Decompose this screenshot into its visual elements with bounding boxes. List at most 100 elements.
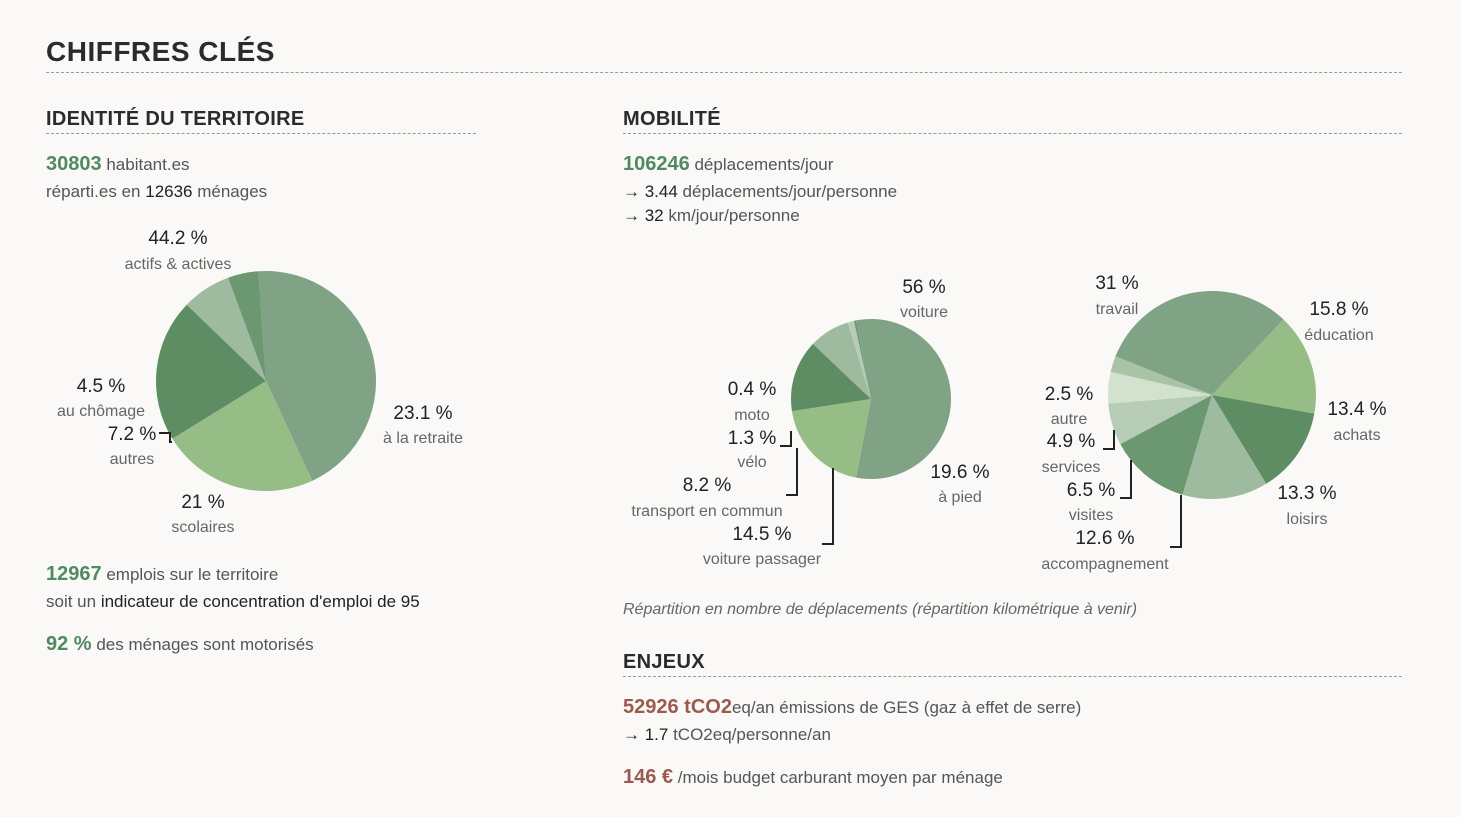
slice-pct-loisirs: 13.3 % — [1277, 483, 1336, 504]
emissions-pp-value: → 1.7 — [623, 725, 669, 744]
concentration-prefix: soit un — [46, 592, 101, 611]
slice-label-autres: autres — [110, 451, 154, 468]
slice-pct-visites: 6.5 % — [1067, 480, 1116, 501]
trips-value: 106246 — [623, 153, 690, 175]
slice-label-education: éducation — [1304, 327, 1373, 344]
pie-modes: 56 % voiture 19.6 % à pied 14.5 % voiture pas… — [631, 277, 989, 568]
slice-pct-education: 15.8 % — [1309, 299, 1368, 320]
slice-pct-achats: 13.4 % — [1327, 399, 1386, 420]
leader-line-velo — [780, 431, 792, 447]
motorised-value: 92 % — [46, 633, 92, 655]
fuel-label: /mois budget carburant moyen par ménage — [673, 768, 1003, 787]
pie-slice-education — [1212, 319, 1316, 414]
slice-pct-actifs-actives: 44.2 % — [148, 228, 207, 249]
slice-label-visites: visites — [1069, 507, 1113, 524]
trips-label: déplacements/jour — [689, 155, 834, 174]
pie-slice-achats — [1212, 395, 1315, 484]
emissions-pp-line: → 1.7 tCO2eq/personne/an — [623, 725, 831, 745]
slice-pct-au-chomage: 4.5 % — [77, 376, 126, 397]
slice-label-a-la-retraite: à la retraite — [383, 430, 463, 447]
slice-label-loisirs: loisirs — [1287, 511, 1328, 528]
motorised-label: des ménages sont motorisés — [91, 635, 314, 654]
jobs-line: 12967 emplois sur le territoire — [46, 563, 278, 586]
emissions-value: 52926 tCO2 — [623, 696, 732, 718]
fuel-line: 146 € /mois budget carburant moyen par m… — [623, 766, 1003, 789]
emissions-pp-label: tCO2eq/personne/an — [668, 725, 831, 744]
households-value: 12636 — [145, 182, 193, 201]
km-label: km/jour/personne — [663, 206, 800, 225]
leader-line-accompagnement — [1170, 495, 1182, 548]
slice-pct-transport-en-commun: 8.2 % — [683, 475, 732, 496]
pie-slice-loisirs — [1182, 395, 1267, 499]
pie-slice-a-la-retraite — [172, 381, 313, 491]
pie-slice-autres — [186, 277, 266, 381]
slice-pct-services: 4.9 % — [1047, 431, 1096, 452]
pie-slice-au-chomage — [228, 271, 266, 381]
slice-label-transport-en-commun: transport en commun — [631, 503, 782, 520]
leader-line-voiture-passager — [822, 468, 834, 545]
pie-slice-a-pied — [791, 399, 871, 478]
mobilite-caption: Répartition en nombre de déplacements (r… — [623, 601, 1138, 618]
slice-label-achats: achats — [1333, 427, 1380, 444]
slice-pct-voiture: 56 % — [902, 277, 945, 298]
pie-slice-autre — [1110, 356, 1212, 395]
identite-heading: IDENTITÉ DU TERRITOIRE — [46, 108, 476, 134]
population-label: habitant.es — [101, 155, 190, 174]
concentration-label: indicateur de concentration d'emploi de … — [100, 592, 420, 611]
pie-population: 44.2 % actifs & actives 23.1 % à la retrait… — [57, 228, 463, 536]
slice-pct-accompagnement: 12.6 % — [1075, 528, 1134, 549]
slice-label-travail: travail — [1096, 301, 1139, 318]
households-prefix: réparti.es en — [46, 182, 146, 201]
leader-line-transport-en-commun — [786, 448, 798, 496]
pie-slice-voiture — [855, 319, 952, 479]
enjeux-heading: ENJEUX — [623, 651, 1402, 677]
slice-label-voiture-passager: voiture passager — [703, 551, 822, 568]
slice-label-autre: autre — [1051, 411, 1088, 428]
households-line: réparti.es en 12636 ménages — [46, 182, 267, 202]
per-person-line: → 3.44 déplacements/jour/personne — [623, 182, 897, 202]
pie-slice-accompagnement — [1120, 395, 1212, 495]
concentration-line: soit un indicateur de concentration d'em… — [46, 592, 420, 612]
slice-label-services: services — [1042, 459, 1101, 476]
slice-label-actifs-actives: actifs & actives — [125, 256, 232, 273]
slice-label-scolaires: scolaires — [171, 519, 234, 536]
fuel-value: 146 € — [623, 766, 674, 788]
motorised-line: 92 % des ménages sont motorisés — [46, 633, 314, 656]
slice-label-moto: moto — [734, 407, 770, 424]
slice-pct-travail: 31 % — [1095, 273, 1138, 294]
slice-label-voiture: voiture — [900, 304, 948, 321]
population-value: 30803 — [46, 153, 102, 175]
mobilite-heading: MOBILITÉ — [623, 108, 1402, 134]
pie-slice-services — [1108, 371, 1212, 404]
pie-slice-moto — [853, 320, 871, 399]
pie-slice-visites — [1108, 395, 1212, 445]
jobs-label: emplois sur le territoire — [101, 565, 279, 584]
slice-pct-a-pied: 19.6 % — [930, 462, 989, 483]
leader-line-visites — [1120, 460, 1132, 499]
pie-slice-travail — [1115, 290, 1284, 395]
pie-slice-scolaires — [156, 304, 266, 439]
per-person-value: → 3.44 — [623, 182, 678, 201]
slice-pct-voiture-passager: 14.5 % — [732, 524, 791, 545]
trips-line: 106246 déplacements/jour — [623, 153, 833, 176]
slice-pct-scolaires: 21 % — [181, 492, 224, 513]
km-value: → 32 — [623, 206, 664, 225]
population-line: 30803 habitant.es — [46, 153, 190, 176]
slice-pct-moto: 0.4 % — [728, 379, 777, 400]
slice-pct-a-la-retraite: 23.1 % — [393, 403, 452, 424]
households-suffix: ménages — [192, 182, 268, 201]
leader-line-services — [1103, 430, 1115, 450]
pie-slice-actifs-actives — [258, 271, 376, 481]
slice-label-velo: vélo — [737, 454, 766, 471]
leader-line-autres — [159, 432, 172, 443]
per-person-label: déplacements/jour/personne — [677, 182, 898, 201]
slice-label-a-pied: à pied — [938, 489, 982, 506]
jobs-value: 12967 — [46, 563, 102, 585]
pie-slice-velo — [847, 320, 871, 399]
slice-label-accompagnement: accompagnement — [1041, 556, 1169, 573]
pie-motifs: 31 % travail 15.8 % éducation 13.4 % achats 13… — [1041, 273, 1386, 573]
slice-label-au-chomage: au chômage — [57, 403, 145, 420]
page-title: CHIFFRES CLÉS — [46, 36, 1402, 73]
km-line: → 32 km/jour/personne — [623, 206, 800, 226]
